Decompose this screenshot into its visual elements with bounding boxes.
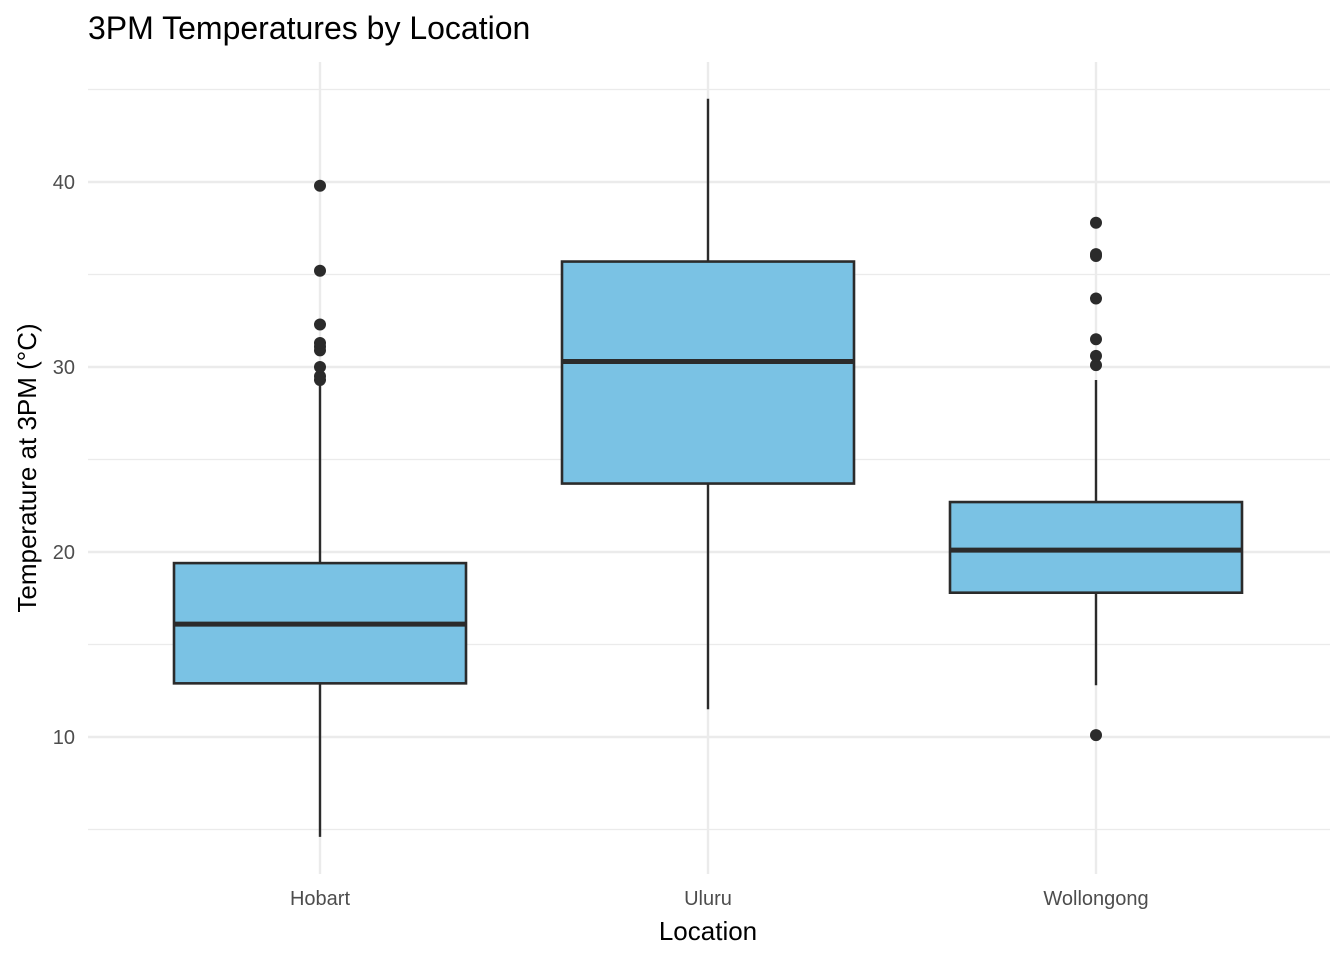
y-axis-title: Temperature at 3PM (°C) xyxy=(12,323,42,612)
outlier-point xyxy=(1090,729,1102,742)
box-hobart xyxy=(172,179,468,837)
outlier-point xyxy=(314,336,326,349)
outlier-point xyxy=(1090,292,1102,305)
outlier-point xyxy=(1090,248,1102,261)
outlier-point xyxy=(1090,349,1102,362)
iqr-box xyxy=(948,500,1244,594)
outlier-point xyxy=(1090,359,1102,372)
x-tick-label: Hobart xyxy=(290,888,350,910)
y-tick-label: 20 xyxy=(53,542,75,564)
outlier-point xyxy=(314,370,326,383)
tick-labels: 10 20 30 40 Hobart Uluru Wollongong xyxy=(53,172,1149,910)
chart-title: 3PM Temperatures by Location xyxy=(88,10,530,46)
iqr-box xyxy=(560,260,856,485)
x-axis-title: Location xyxy=(659,916,757,946)
outlier-point xyxy=(1090,216,1102,229)
outlier-point xyxy=(314,179,326,192)
outlier-point xyxy=(314,361,326,373)
x-tick-label: Uluru xyxy=(684,888,732,910)
outlier-point xyxy=(1090,333,1102,346)
outlier-point xyxy=(314,264,326,277)
box-wollongong xyxy=(948,216,1244,742)
boxes xyxy=(172,98,1244,837)
y-tick-label: 30 xyxy=(53,357,75,379)
y-tick-label: 10 xyxy=(53,727,75,749)
box-uluru xyxy=(560,98,856,710)
outlier-point xyxy=(314,318,326,331)
x-tick-label: Wollongong xyxy=(1043,888,1148,910)
y-tick-label: 40 xyxy=(53,172,75,194)
